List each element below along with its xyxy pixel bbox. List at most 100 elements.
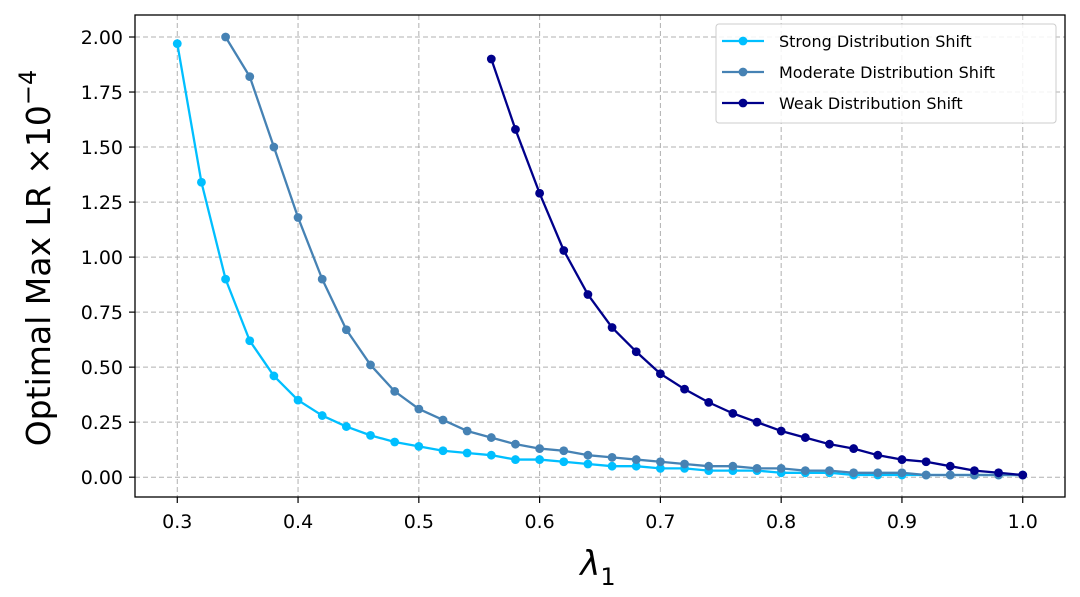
data-point xyxy=(486,450,496,460)
data-point xyxy=(172,39,182,49)
data-point xyxy=(728,408,738,418)
data-point xyxy=(655,457,665,467)
data-point xyxy=(607,323,617,332)
data-point xyxy=(776,426,786,436)
data-point xyxy=(728,461,738,471)
data-point xyxy=(511,439,520,449)
data-point xyxy=(583,450,593,460)
y-tick-label: 1.00 xyxy=(81,247,123,269)
data-point xyxy=(655,463,665,473)
series-layer xyxy=(172,32,1028,480)
data-point xyxy=(366,360,375,370)
data-point xyxy=(583,459,593,469)
data-point xyxy=(631,461,641,471)
data-point xyxy=(607,461,617,471)
data-point xyxy=(197,177,206,187)
data-point xyxy=(559,246,569,255)
data-point xyxy=(535,444,545,453)
data-point xyxy=(341,422,351,431)
legend-box xyxy=(715,23,1057,124)
legend-entry: Moderate Distribution Shift xyxy=(722,63,995,82)
y-axis-label-main: Optimal Max LR ×10 xyxy=(19,105,58,446)
y-tick-label: 0.50 xyxy=(81,357,123,379)
data-point xyxy=(414,441,424,451)
data-point xyxy=(438,415,448,425)
data-point xyxy=(800,466,810,475)
data-point xyxy=(921,457,931,467)
data-point xyxy=(776,463,786,473)
x-tick-label: 0.3 xyxy=(162,511,192,533)
y-tick-label: 1.25 xyxy=(81,192,123,214)
data-point xyxy=(221,32,230,42)
data-point xyxy=(873,468,883,478)
data-point xyxy=(366,430,375,440)
y-tick-label: 0.00 xyxy=(81,467,123,489)
data-point xyxy=(245,72,255,82)
data-point xyxy=(800,433,810,442)
data-point xyxy=(293,395,303,405)
legend-label: Strong Distribution Shift xyxy=(779,32,972,51)
x-tick-label: 1.0 xyxy=(1008,511,1038,533)
data-point xyxy=(631,347,641,357)
data-point xyxy=(680,384,689,394)
legend-marker xyxy=(738,67,748,77)
data-point xyxy=(704,461,714,471)
data-point xyxy=(245,336,255,346)
legend-marker xyxy=(738,36,748,46)
data-point xyxy=(293,213,303,222)
y-axis-label-exponent: −4 xyxy=(14,70,42,105)
legend-entry: Strong Distribution Shift xyxy=(722,32,972,51)
legend-label: Moderate Distribution Shift xyxy=(779,63,995,82)
data-point xyxy=(631,455,641,464)
x-tick-label: 0.8 xyxy=(766,511,796,533)
data-point xyxy=(825,439,834,449)
y-tick-label: 0.75 xyxy=(81,302,123,324)
data-point xyxy=(269,371,279,381)
data-point xyxy=(945,461,955,471)
legend: Strong Distribution Shift Moderate Distri… xyxy=(715,23,1057,124)
data-point xyxy=(462,426,472,436)
x-tick-label: 0.9 xyxy=(887,511,917,533)
legend-label: Weak Distribution Shift xyxy=(779,94,963,113)
legend-entries: Strong Distribution Shift Moderate Distri… xyxy=(722,32,995,113)
data-point xyxy=(535,188,545,198)
x-axis-label-main: λ xyxy=(578,544,600,584)
x-tick-label: 0.5 xyxy=(404,511,434,533)
data-point xyxy=(486,433,496,442)
legend-entry: Weak Distribution Shift xyxy=(722,94,963,113)
data-point xyxy=(897,468,907,478)
data-point xyxy=(994,468,1003,478)
data-point xyxy=(438,446,448,456)
x-axis-label-subscript: 1 xyxy=(600,563,615,591)
data-point xyxy=(317,274,327,284)
data-point xyxy=(390,437,400,447)
data-point xyxy=(945,470,955,480)
series-line xyxy=(224,36,1023,477)
data-point xyxy=(559,457,569,467)
data-point xyxy=(341,325,351,335)
y-tick-label: 1.50 xyxy=(81,137,123,159)
y-tick-label: 2.00 xyxy=(81,27,123,49)
data-point xyxy=(583,290,593,299)
x-tick-label: 0.4 xyxy=(283,511,313,533)
legend-marker xyxy=(738,98,748,108)
data-point xyxy=(1018,470,1028,480)
data-point xyxy=(873,450,883,460)
y-tick-label: 1.75 xyxy=(81,82,123,104)
data-point xyxy=(486,54,496,64)
data-point xyxy=(269,142,279,152)
data-point xyxy=(607,452,617,462)
data-point xyxy=(849,468,859,478)
data-point xyxy=(704,397,714,407)
data-point xyxy=(849,444,859,453)
data-point xyxy=(921,470,931,480)
data-point xyxy=(535,455,545,464)
data-point xyxy=(462,448,472,458)
data-point xyxy=(897,455,907,464)
data-point xyxy=(752,417,762,427)
data-point xyxy=(970,466,979,475)
data-point xyxy=(559,446,569,456)
y-axis-label: Optimal Max LR ×10−4 xyxy=(14,70,58,447)
x-tick-label: 0.7 xyxy=(645,511,675,533)
